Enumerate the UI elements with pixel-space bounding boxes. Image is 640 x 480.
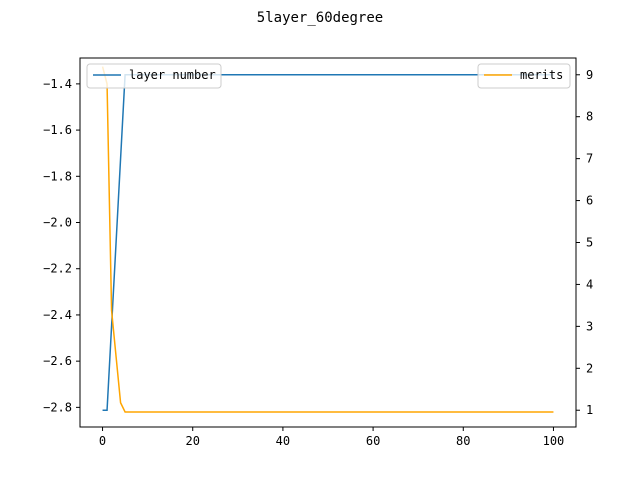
legend-label: merits (520, 68, 563, 82)
legend-upper-right: merits (477, 63, 571, 89)
x-tick-label: 80 (456, 434, 470, 448)
y-right-tick-label: 6 (586, 194, 593, 208)
y-right-tick-label: 3 (586, 319, 593, 333)
y-left-tick-label: −2.4 (43, 308, 72, 322)
legend-box (86, 63, 222, 89)
y-left-tick-label: −2.0 (43, 216, 72, 230)
y-left-tick-label: −2.2 (43, 262, 72, 276)
y-left-tick-label: −2.8 (43, 400, 72, 414)
x-tick-label: 100 (543, 434, 565, 448)
y-axis-left: −2.8 −2.6 −2.4 −2.2 −2.0 −1.8 −1.6 −1.4 (43, 77, 80, 414)
series-line-0 (102, 74, 554, 411)
x-axis: 0 20 40 60 80 100 (99, 427, 564, 448)
legend-box (477, 63, 571, 89)
y-right-tick-label: 9 (586, 68, 593, 82)
y-right-tick-label: 4 (586, 277, 593, 291)
plot-frame (79, 57, 577, 428)
y-left-tick-label: −1.8 (43, 169, 72, 183)
x-tick-label: 20 (186, 434, 200, 448)
series-line-1 (101, 66, 554, 413)
y-left-tick-label: −1.6 (43, 123, 72, 137)
y-axis-right: 1 2 3 4 5 6 7 8 9 (576, 68, 593, 417)
x-tick-label: 60 (366, 434, 380, 448)
legend-label: layer number (129, 68, 216, 82)
chart-title: 5layer_60degree (257, 10, 383, 26)
y-right-tick-label: 2 (586, 361, 593, 375)
legend-upper-left: layer number (86, 63, 222, 89)
y-right-tick-label: 8 (586, 110, 593, 124)
y-left-tick-label: −1.4 (43, 77, 72, 91)
y-right-tick-label: 1 (586, 403, 593, 417)
y-left-tick-label: −2.6 (43, 354, 72, 368)
x-tick-label: 40 (276, 434, 290, 448)
series-layer (101, 66, 554, 413)
y-right-tick-label: 7 (586, 152, 593, 166)
y-right-tick-label: 5 (586, 236, 593, 250)
x-tick-label: 0 (99, 434, 106, 448)
